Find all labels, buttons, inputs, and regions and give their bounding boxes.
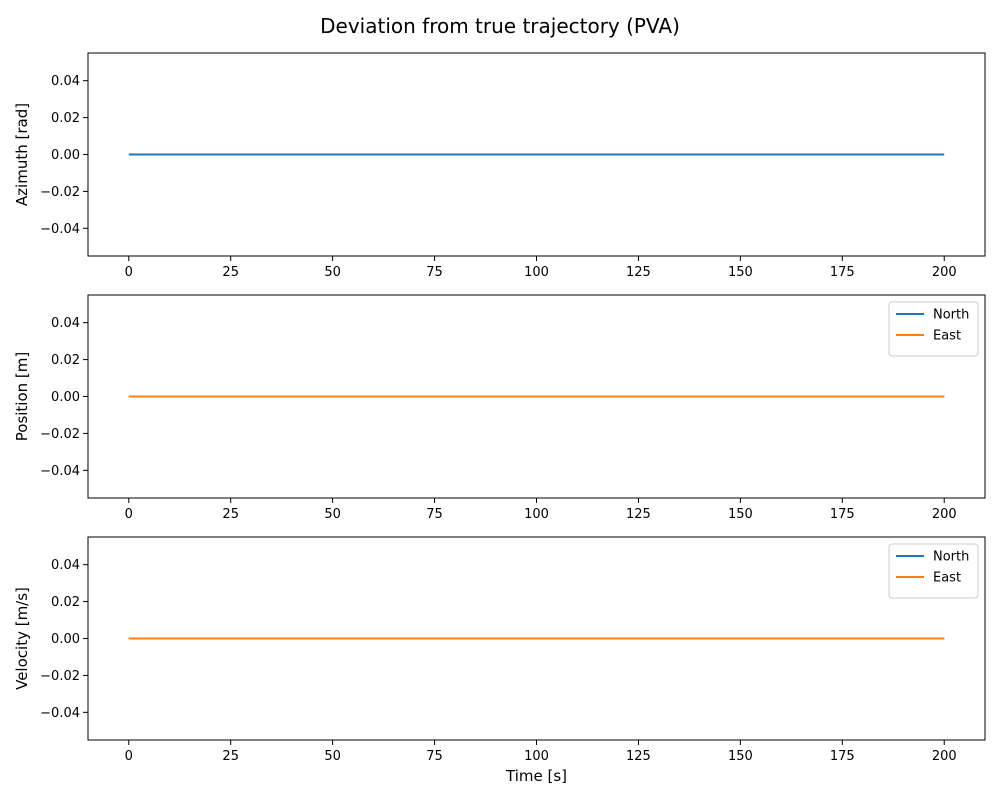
position-x-tick-label: 150 [728, 507, 753, 522]
azimuth-x-tick-label: 100 [524, 265, 549, 280]
velocity-x-tick-label: 50 [324, 749, 341, 764]
position-y-tick-label: −0.04 [40, 464, 80, 479]
position-legend-label-east: East [933, 329, 961, 344]
figure-title: Deviation from true trajectory (PVA) [320, 14, 680, 38]
azimuth-x-tick-label: 150 [728, 265, 753, 280]
position-y-tick-label: 0.04 [51, 316, 80, 331]
position-y-tick-label: 0.02 [51, 353, 80, 368]
position-x-tick-label: 0 [125, 507, 133, 522]
velocity-x-tick-label: 100 [524, 749, 549, 764]
azimuth-x-tick-label: 125 [626, 265, 651, 280]
azimuth-x-tick-label: 175 [830, 265, 855, 280]
velocity-y-axis-label: Velocity [m/s] [13, 587, 31, 690]
velocity-x-tick-label: 0 [125, 749, 133, 764]
velocity-x-tick-label: 25 [222, 749, 239, 764]
azimuth-x-tick-label: 25 [222, 265, 239, 280]
azimuth-y-tick-label: −0.04 [40, 222, 80, 237]
velocity-x-tick-label: 200 [932, 749, 957, 764]
velocity-legend-label-east: East [933, 571, 961, 586]
velocity-x-tick-label: 150 [728, 749, 753, 764]
azimuth-x-tick-label: 200 [932, 265, 957, 280]
position-y-axis-label: Position [m] [13, 352, 31, 442]
velocity-x-tick-label: 125 [626, 749, 651, 764]
velocity-x-tick-label: 75 [426, 749, 443, 764]
position-x-tick-label: 200 [932, 507, 957, 522]
azimuth-y-tick-label: −0.02 [40, 185, 80, 200]
position-legend-label-north: North [933, 308, 969, 323]
azimuth-y-tick-label: 0.00 [51, 148, 80, 163]
position-y-tick-label: 0.00 [51, 390, 80, 405]
velocity-y-tick-label: 0.04 [51, 558, 80, 573]
velocity-legend-box [888, 543, 979, 599]
position-y-tick-label: −0.02 [40, 427, 80, 442]
position-axes: 0 25 50 75 100 125 150 175 200 −0.04 −0.02 0.00 0.02… [13, 294, 986, 522]
azimuth-y-tick-label: 0.04 [51, 74, 80, 89]
velocity-x-axis-label: Time [s] [505, 767, 567, 785]
velocity-legend-label-north: North [933, 550, 969, 565]
position-x-tick-label: 75 [426, 507, 443, 522]
azimuth-x-tick-label: 0 [125, 265, 133, 280]
position-legend-box [888, 301, 979, 357]
position-x-tick-label: 25 [222, 507, 239, 522]
position-x-tick-label: 50 [324, 507, 341, 522]
azimuth-x-tick-label: 50 [324, 265, 341, 280]
velocity-y-tick-label: 0.00 [51, 632, 80, 647]
azimuth-y-axis-label: Azimuth [rad] [13, 103, 31, 206]
subplots: 0 25 50 75 100 125 150 175 200 −0.04 −0.02 0.00 0.02… [13, 52, 986, 785]
velocity-axes: 0 25 50 75 100 125 150 175 200 −0.04 −0.02 0.00 0.02… [13, 536, 986, 785]
position-x-tick-label: 125 [626, 507, 651, 522]
azimuth-y-tick-label: 0.02 [51, 111, 80, 126]
position-x-tick-label: 100 [524, 507, 549, 522]
velocity-x-tick-label: 175 [830, 749, 855, 764]
velocity-legend: North East [888, 543, 979, 599]
azimuth-axes: 0 25 50 75 100 125 150 175 200 −0.04 −0.02 0.00 0.02… [13, 52, 986, 280]
velocity-y-tick-label: −0.02 [40, 669, 80, 684]
position-x-tick-label: 175 [830, 507, 855, 522]
azimuth-x-tick-label: 75 [426, 265, 443, 280]
velocity-y-tick-label: 0.02 [51, 595, 80, 610]
position-legend: North East [888, 301, 979, 357]
velocity-y-tick-label: −0.04 [40, 706, 80, 721]
